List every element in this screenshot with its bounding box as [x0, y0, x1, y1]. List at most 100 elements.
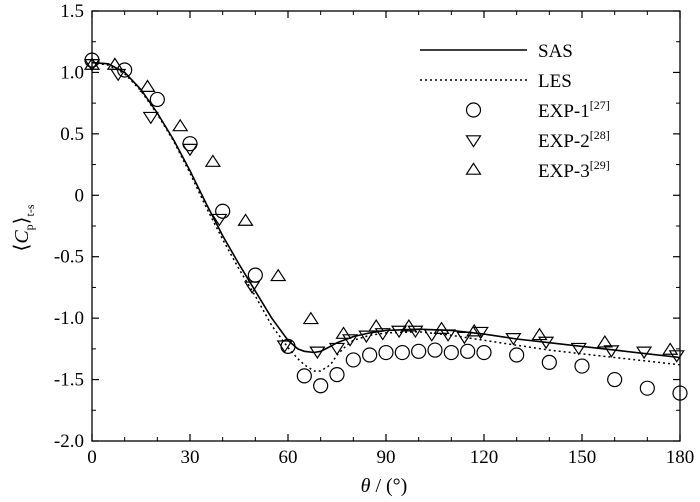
data-point-exp-1: [345, 352, 361, 368]
y-axis-symbol: C: [11, 230, 33, 244]
data-point-exp-3: [596, 334, 613, 348]
plot-frame: [91, 10, 681, 442]
data-point-exp-3: [106, 57, 123, 70]
data-point-exp-1: [362, 347, 378, 363]
y-tick-label: -0.5: [54, 247, 84, 268]
data-point-exp-3: [400, 318, 417, 332]
legend-label-text: EXP-3: [538, 161, 590, 182]
data-point-exp-3: [204, 154, 221, 167]
data-point-exp-3: [302, 311, 319, 325]
y-axis-bracket-open: ⟨: [11, 244, 33, 252]
plot-border: [91, 10, 681, 442]
legend-label-exp-1: EXP-1[27]: [538, 98, 610, 122]
data-point-exp-1: [378, 344, 394, 361]
y-axis-outer-subscript: t-s: [23, 204, 37, 216]
legend-marker-exp-3: [465, 162, 482, 175]
data-point-exp-1: [394, 344, 410, 361]
legend-label-text: EXP-2: [538, 131, 590, 152]
y-axis-bracket-close: ⟩: [11, 217, 33, 225]
data-point-exp-3: [368, 318, 385, 332]
data-point-exp-1: [443, 344, 459, 361]
legend-item-exp-1: EXP-1[27]: [465, 98, 610, 122]
data-point-exp-2: [439, 329, 457, 342]
legend-marker-exp-2: [465, 135, 482, 148]
legend-item-exp-3: EXP-3[29]: [465, 158, 610, 182]
data-point-exp-2: [374, 328, 391, 341]
data-point-exp-3: [466, 323, 483, 337]
data-point-exp-2: [83, 59, 101, 72]
y-tick-label: -1.5: [54, 370, 84, 391]
data-point-exp-3: [662, 342, 679, 355]
legend-label-exp-3: EXP-3[29]: [538, 158, 610, 182]
legend-marker-exp-1: [465, 102, 482, 118]
legend-label-les: LES: [538, 71, 572, 92]
legend-label-reference: [29]: [590, 158, 610, 172]
y-tick-label: -1.0: [54, 308, 84, 329]
data-point-exp-2: [390, 325, 408, 339]
legend-label-text: EXP-1: [538, 101, 590, 122]
data-point-exp-1: [607, 371, 623, 388]
data-point-exp-1: [313, 378, 329, 394]
data-point-exp-1: [427, 342, 443, 358]
x-tick-label: 90: [377, 447, 396, 468]
x-tick-label: 180: [666, 447, 695, 468]
legend-item-sas: SAS: [420, 41, 573, 62]
data-point-exp-3: [433, 321, 450, 334]
y-axis: 1.5 1.0 0.5 0 -0.5 -1.0 -1.5 -2.0: [54, 1, 680, 452]
y-axis-subscript: p: [22, 224, 36, 230]
legend-label-reference: [28]: [590, 128, 610, 142]
svg-text:⟨Cp⟩t-s: ⟨Cp⟩t-s: [11, 204, 37, 251]
data-point-exp-1: [476, 344, 492, 361]
data-point-exp-2: [423, 329, 440, 342]
legend-label-sas: SAS: [538, 41, 573, 62]
x-tick-label: 0: [87, 447, 97, 468]
data-point-exp-2: [181, 143, 199, 157]
data-point-exp-1: [329, 367, 345, 383]
y-tick-label: 1.0: [60, 62, 84, 83]
data-point-exp-2: [243, 281, 261, 294]
data-point-exp-3: [237, 213, 254, 226]
data-point-exp-1: [509, 347, 525, 363]
data-point-exp-2: [309, 346, 326, 360]
data-point-exp-2: [456, 331, 473, 345]
data-point-exp-2: [358, 330, 375, 344]
data-point-exp-2: [341, 334, 359, 347]
y-tick-label: 1.5: [60, 1, 84, 22]
y-axis-title: ⟨Cp⟩t-s: [11, 204, 37, 251]
legend-item-exp-2: EXP-2[28]: [465, 128, 610, 152]
data-point-exp-2: [668, 350, 685, 363]
x-axis-title: θ / (°): [361, 475, 408, 497]
x-axis-symbol: θ: [361, 475, 371, 497]
data-point-exp-2: [472, 326, 489, 340]
x-tick-label: 60: [279, 447, 298, 468]
legend-label-text: SAS: [538, 41, 573, 62]
data-point-exp-1: [411, 343, 427, 359]
data-point-exp-2: [407, 325, 424, 339]
data-point-exp-1: [672, 385, 688, 401]
legend-label-text: LES: [538, 71, 572, 92]
legend: SAS LES EXP-1[27] EXP-2[28] EXP-3[29]: [420, 41, 610, 182]
x-axis: 0 30 60 90 120 150 180: [87, 11, 694, 468]
data-point-exp-2: [211, 213, 228, 227]
data-point-exp-1: [639, 380, 655, 396]
x-tick-label: 150: [568, 447, 597, 468]
x-axis-unit: / (°): [370, 475, 407, 497]
data-point-exp-3: [139, 79, 156, 92]
data-point-exp-1: [247, 267, 263, 283]
series-points-exp-3: [83, 57, 679, 355]
data-point-exp-3: [83, 57, 101, 70]
data-point-exp-2: [142, 111, 159, 125]
data-point-exp-2: [276, 340, 293, 353]
y-tick-label: 0: [75, 185, 85, 206]
data-point-exp-2: [570, 342, 587, 356]
data-point-exp-1: [215, 203, 231, 219]
legend-label-reference: [27]: [590, 98, 610, 112]
series-layer: [83, 52, 688, 401]
data-point-exp-2: [635, 346, 653, 360]
legend-label-exp-2: EXP-2[28]: [538, 128, 610, 152]
data-point-exp-3: [270, 268, 287, 282]
data-point-exp-3: [335, 326, 352, 339]
legend-item-les: LES: [420, 71, 572, 92]
data-point-exp-2: [505, 333, 522, 346]
